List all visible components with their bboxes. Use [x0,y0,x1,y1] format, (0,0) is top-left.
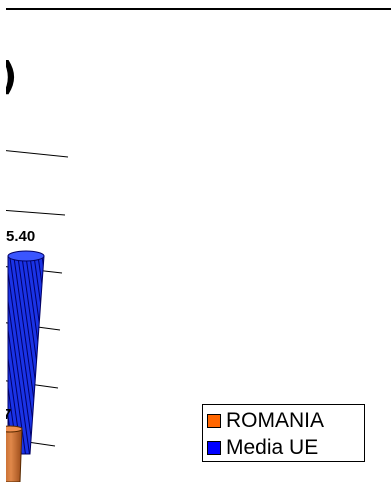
gridline [0,209,66,216]
data-label-media-ue: 5.40 [6,228,35,245]
bar-media-ue [7,255,45,455]
legend-label-romania: ROMANIA [226,409,325,432]
legend-swatch-romania [207,414,221,428]
legend-item-romania: ROMANIA [207,408,324,434]
chart-legend: ROMANIA Media UE [202,404,365,462]
top-border-line [0,8,391,10]
legend-swatch-media-ue [207,441,221,455]
gridline [0,149,69,158]
legend-label-media-ue: Media UE [226,436,319,459]
legend-item-media-ue: Media UE [207,435,318,461]
data-label-romania: 7 [3,406,11,423]
bar-media-ue-top [7,250,45,262]
